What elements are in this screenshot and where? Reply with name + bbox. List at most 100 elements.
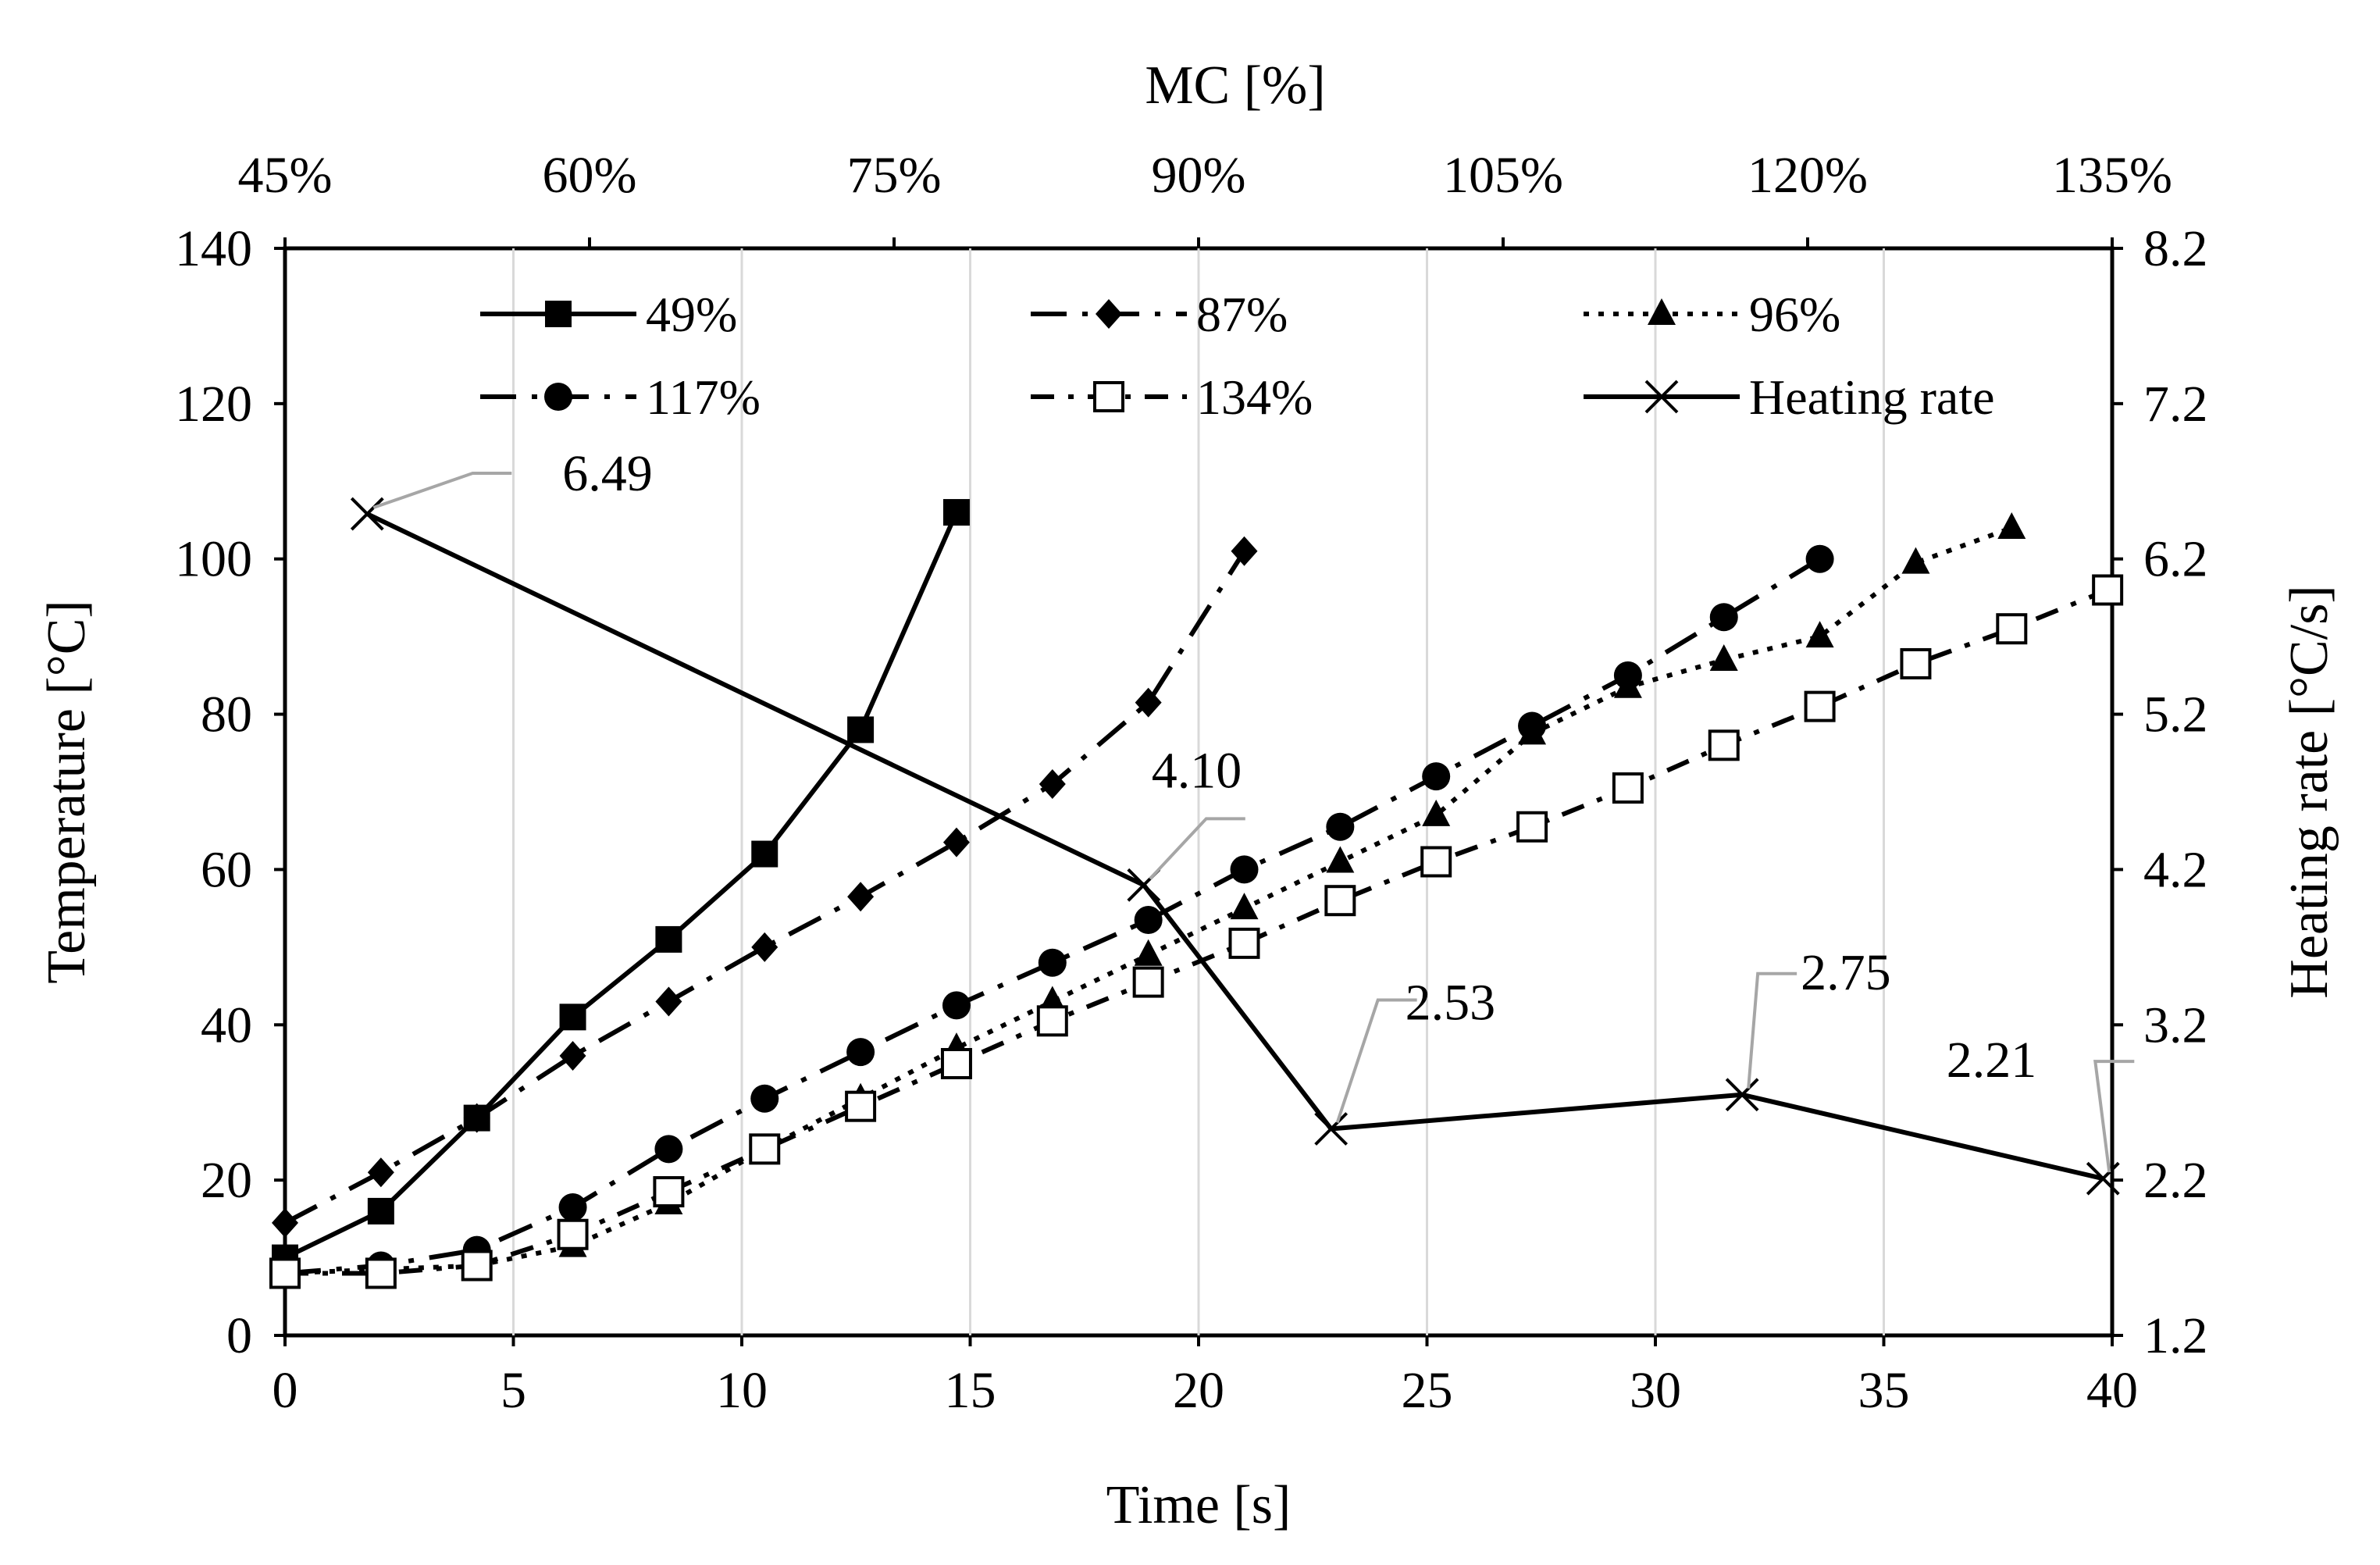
y-tick-label: 100 xyxy=(175,531,252,588)
gridlines xyxy=(512,248,1885,1335)
series-line xyxy=(283,550,1247,1225)
series-line xyxy=(284,526,2013,1276)
legend-label: 117% xyxy=(646,369,761,425)
data-point xyxy=(847,716,875,743)
legend-marker xyxy=(1093,381,1124,412)
data-point xyxy=(350,497,384,531)
data-point xyxy=(1134,939,1163,966)
series-line xyxy=(284,557,1822,1276)
legend-item: 49% xyxy=(480,287,737,342)
data-point xyxy=(1518,711,1547,740)
y2-tick-label: 6.2 xyxy=(2143,531,2208,588)
legend-label: Heating rate xyxy=(1749,369,1995,425)
x-tick-label: 35 xyxy=(1858,1362,1910,1419)
x-tick-label: 15 xyxy=(945,1362,996,1419)
data-point xyxy=(942,827,970,857)
data-point xyxy=(463,1103,490,1133)
axis-ticks: 0 5 10 15 20 25 30 35 40 45% 60% 75% 90% 105% 120% 135%… xyxy=(175,147,2208,1419)
data-point xyxy=(942,991,971,1020)
data-point xyxy=(942,499,970,526)
y-tick-label: 80 xyxy=(201,686,252,743)
legend-label: 87% xyxy=(1196,287,1288,342)
y2-tick-label: 5.2 xyxy=(2143,686,2208,743)
legend-marker xyxy=(1648,298,1676,325)
y2-tick-label: 2.2 xyxy=(2143,1152,2208,1209)
data-point xyxy=(1805,544,1834,573)
data-point xyxy=(559,1041,586,1071)
callout-label: 2.53 xyxy=(1406,975,1496,1032)
y-tick-label: 0 xyxy=(226,1307,252,1364)
y-axis-title: Temperature [°C] xyxy=(37,600,97,983)
x-tick-label: 5 xyxy=(501,1362,526,1419)
data-point xyxy=(1422,799,1451,826)
data-point xyxy=(1231,536,1258,566)
data-point xyxy=(2086,1161,2120,1196)
data-point xyxy=(367,1157,394,1188)
data-point xyxy=(557,1218,589,1250)
data-point xyxy=(846,1038,875,1067)
callout-label: 2.21 xyxy=(1947,1032,2037,1089)
data-point xyxy=(1805,621,1834,648)
legend-label: 49% xyxy=(646,287,737,342)
legend-item: 96% xyxy=(1584,287,1840,342)
data-point xyxy=(1709,603,1738,632)
legend-item: Heating rate xyxy=(1584,369,1995,425)
series-group xyxy=(269,497,2124,1289)
legend-item: 117% xyxy=(480,369,761,425)
series-87- xyxy=(272,536,1258,1238)
legend-item: 134% xyxy=(1031,369,1313,425)
data-point xyxy=(1230,893,1259,920)
y-tick-label: 20 xyxy=(201,1152,252,1209)
series-line xyxy=(366,512,2104,1182)
data-point xyxy=(1314,1112,1349,1146)
value-callout: 2.21 xyxy=(1947,1032,2135,1173)
series-117- xyxy=(271,544,1834,1288)
data-point xyxy=(367,1197,394,1225)
data-point xyxy=(1708,729,1740,761)
legend-marker xyxy=(544,383,572,411)
y2-tick-label: 3.2 xyxy=(2143,996,2208,1053)
x2-tick-label: 75% xyxy=(847,147,942,204)
y-tick-label: 140 xyxy=(175,220,252,277)
data-point xyxy=(940,1048,972,1079)
x2-tick-label: 105% xyxy=(1443,147,1563,204)
data-point xyxy=(1900,647,1932,679)
data-point xyxy=(749,1133,781,1165)
data-point xyxy=(365,1257,397,1289)
data-point xyxy=(1324,885,1356,917)
value-callout: 6.49 xyxy=(372,445,653,509)
data-point xyxy=(751,932,778,962)
data-point xyxy=(1230,855,1259,884)
series-49- xyxy=(272,499,970,1271)
data-point xyxy=(847,882,875,912)
series-134- xyxy=(269,574,2124,1289)
x-tick-label: 25 xyxy=(1402,1362,1453,1419)
data-point xyxy=(1725,1078,1759,1112)
legend-label: 134% xyxy=(1196,369,1313,425)
data-point xyxy=(559,1004,586,1031)
data-point xyxy=(2092,574,2124,606)
data-point xyxy=(654,1135,683,1164)
x-tick-label: 30 xyxy=(1630,1362,1681,1419)
callout-label: 4.10 xyxy=(1152,742,1242,799)
data-point xyxy=(750,1084,779,1113)
y2-axis-title: Heating rate [°C/s] xyxy=(2279,585,2339,998)
value-callout: 2.53 xyxy=(1335,975,1496,1124)
value-callout: 2.75 xyxy=(1747,944,1891,1089)
x-tick-label: 40 xyxy=(2086,1362,2138,1419)
x2-tick-label: 60% xyxy=(543,147,637,204)
x2-tick-label: 45% xyxy=(238,147,333,204)
data-point xyxy=(272,1207,298,1238)
data-point xyxy=(1804,690,1836,722)
x2-axis-title: MC [%] xyxy=(1145,55,1325,116)
value-callout: 4.10 xyxy=(1149,742,1245,880)
series-line xyxy=(285,587,2109,1276)
data-point xyxy=(1039,769,1066,800)
y-tick-label: 40 xyxy=(201,996,252,1053)
data-point xyxy=(269,1257,301,1289)
data-point xyxy=(1135,687,1162,718)
data-point xyxy=(845,1090,877,1122)
x2-tick-label: 120% xyxy=(1748,147,1868,204)
legend-marker xyxy=(1644,380,1679,414)
legend-label: 96% xyxy=(1749,287,1840,342)
